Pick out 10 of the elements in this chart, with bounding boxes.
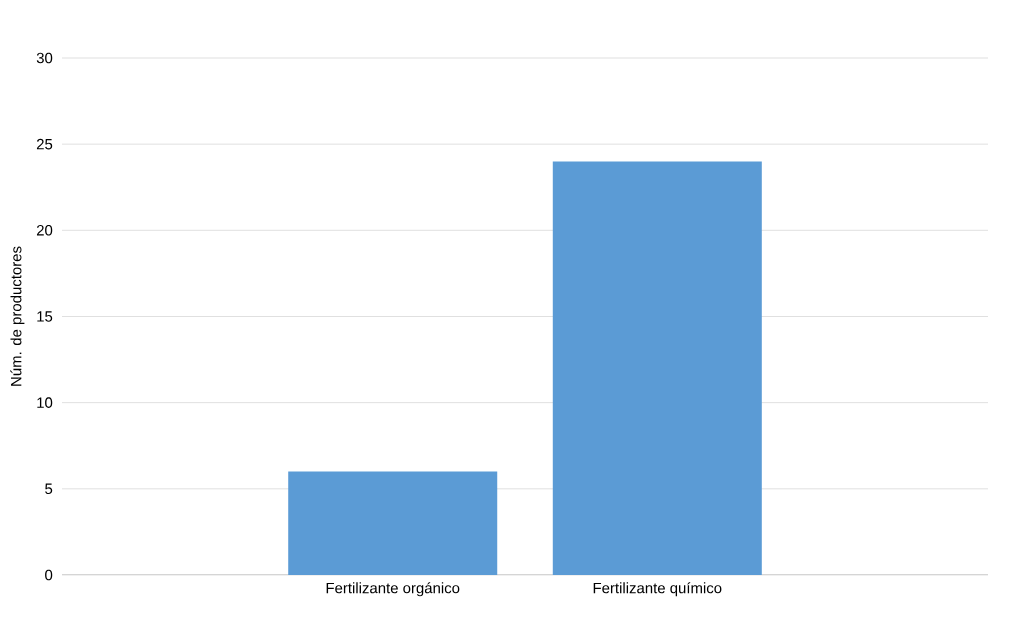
y-tick-label: 15 [37, 311, 53, 322]
y-axis-title: Núm. de productores [10, 246, 25, 386]
y-tick-label: 5 [45, 483, 53, 495]
y-tick-label: 20 [36, 225, 53, 236]
x-tick-label: Fertilizante orgánico [326, 582, 460, 597]
x-tick-label: Fertilizante químico [593, 582, 722, 597]
y-tick-label: 25 [36, 138, 53, 150]
y-tick-label: 30 [36, 52, 53, 64]
y-tick-label: 0 [45, 569, 53, 581]
y-tick-label: 10 [37, 397, 53, 408]
